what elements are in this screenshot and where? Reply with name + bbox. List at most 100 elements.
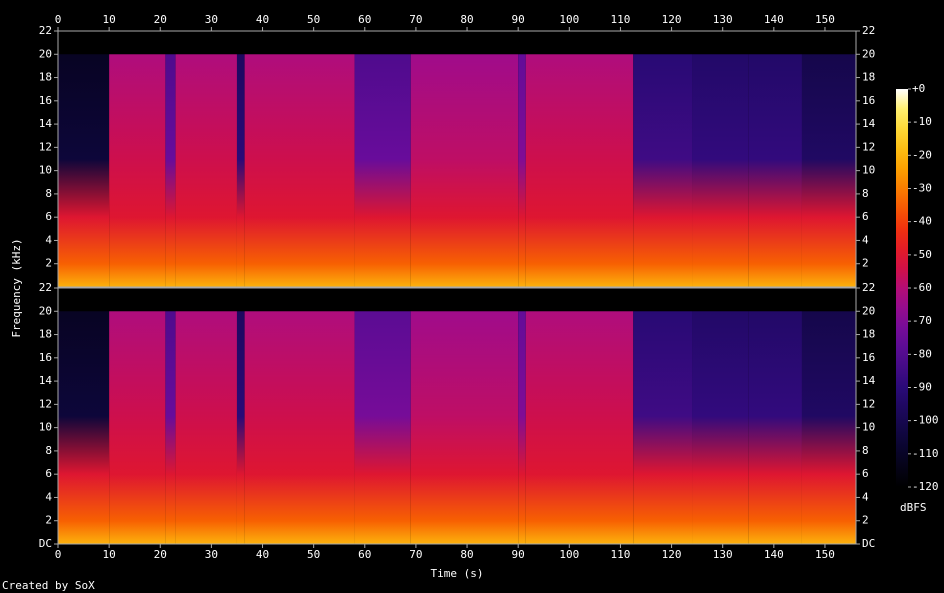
y-tick-label: 8 <box>45 444 52 457</box>
x-tick-label: 80 <box>460 13 473 26</box>
x-tick-label: 60 <box>358 13 371 26</box>
colorbar-tick-label: +0 <box>912 82 925 95</box>
y-tick-label: 10 <box>39 164 52 177</box>
x-tick-label: 0 <box>55 13 62 26</box>
x-tick-label: 120 <box>662 13 682 26</box>
colorbar-tick-label: -60 <box>912 281 932 294</box>
y-tick-label-right: 22 <box>862 281 875 294</box>
x-tick-label: 100 <box>559 13 579 26</box>
colorbar <box>896 89 908 487</box>
plot-frame <box>57 30 857 288</box>
colorbar-tick-label: -30 <box>912 182 932 195</box>
y-tick-label: 6 <box>45 467 52 480</box>
colorbar-tick-label: -120 <box>912 480 939 493</box>
y-tick-label-right: 6 <box>862 467 869 480</box>
y-tick-label: 14 <box>39 117 53 130</box>
y-tick-label-right: 4 <box>862 233 869 246</box>
x-tick-label: 30 <box>205 13 218 26</box>
x-axis-label: Time (s) <box>431 567 484 580</box>
x-tick-label: 70 <box>409 13 422 26</box>
x-tick-label: 0 <box>55 548 62 561</box>
y-tick-label: 14 <box>39 374 53 387</box>
x-tick-label: 40 <box>256 13 269 26</box>
y-tick-label: 10 <box>39 421 52 434</box>
y-tick-label-right: 12 <box>862 140 875 153</box>
spectrum-segment <box>354 311 411 544</box>
spectrum-segment <box>244 54 355 287</box>
colorbar-tick-label: -70 <box>912 314 932 327</box>
spectrum-segment <box>109 54 166 287</box>
y-tick-label-right: 8 <box>862 444 869 457</box>
x-tick-label: 20 <box>154 548 167 561</box>
spectrum-segment <box>165 54 176 287</box>
y-tick-label-right: 8 <box>862 187 869 200</box>
x-tick-label: 140 <box>764 548 784 561</box>
y-tick-label: 22 <box>39 281 52 294</box>
spectrum-segment <box>525 54 634 287</box>
spectrum-segment <box>236 54 245 287</box>
x-tick-label: 110 <box>611 13 631 26</box>
spectrum-segment <box>748 311 802 544</box>
spectrum-segment <box>58 311 110 544</box>
colorbar-tick-label: -100 <box>912 414 939 427</box>
x-tick-label: 80 <box>460 548 473 561</box>
colorbar-tick-label: -10 <box>912 115 932 128</box>
y-tick-label: 16 <box>39 351 52 364</box>
spectrum-segment <box>801 54 856 287</box>
y-tick-label: 12 <box>39 397 52 410</box>
colorbar-tick-label: -90 <box>912 381 932 394</box>
plot-frame <box>57 287 857 545</box>
spectrum-segment <box>801 311 856 544</box>
y-tick-label-right: 6 <box>862 210 869 223</box>
y-tick-label: 6 <box>45 210 52 223</box>
x-tick-label: 70 <box>409 548 422 561</box>
y-tick-label-right: 12 <box>862 397 875 410</box>
y-tick-label-right: 4 <box>862 490 869 503</box>
y-tick-label: 18 <box>39 328 52 341</box>
spectrum-segment <box>410 311 519 544</box>
y-tick-label-right: 2 <box>862 514 869 527</box>
spectrum-segment <box>633 54 693 287</box>
spectrum-segment <box>244 311 355 544</box>
x-tick-label: 50 <box>307 13 320 26</box>
x-tick-label: 10 <box>103 13 116 26</box>
y-tick-label-right: 2 <box>862 257 869 270</box>
spectrum-segment <box>354 54 411 287</box>
x-tick-label: 20 <box>154 13 167 26</box>
x-tick-label: 40 <box>256 548 269 561</box>
y-tick-label: 2 <box>45 514 52 527</box>
x-tick-label: 10 <box>103 548 116 561</box>
y-tick-label: 20 <box>39 47 52 60</box>
colorbar-label: dBFS <box>900 501 927 514</box>
y-tick-label-right: 18 <box>862 71 875 84</box>
x-tick-label: 140 <box>764 13 784 26</box>
x-tick-label: 130 <box>713 548 733 561</box>
y-tick-label-right: 14 <box>862 117 876 130</box>
x-tick-label: 30 <box>205 548 218 561</box>
x-tick-label: 150 <box>815 13 835 26</box>
spectrum-segment <box>236 311 245 544</box>
x-tick-label: 120 <box>662 548 682 561</box>
y-axis-label: Frequency (kHz) <box>10 238 23 337</box>
credit: Created by SoX <box>2 579 95 592</box>
y-tick-label-right: 22 <box>862 24 875 37</box>
x-tick-label: 100 <box>559 548 579 561</box>
colorbar-tick-label: -110 <box>912 447 939 460</box>
y-tick-label: 22 <box>39 24 52 37</box>
y-tick-label-right: 20 <box>862 304 875 317</box>
x-tick-label: 90 <box>512 548 525 561</box>
x-tick-label: 150 <box>815 548 835 561</box>
y-tick-label-right: 20 <box>862 47 875 60</box>
y-tick-label: 18 <box>39 71 52 84</box>
spectrum-segment <box>109 311 166 544</box>
spectrum-segment <box>175 54 237 287</box>
x-tick-label: 130 <box>713 13 733 26</box>
spectrum-segment <box>692 54 749 287</box>
y-tick-label: 2 <box>45 257 52 270</box>
colorbar-tick-label: -20 <box>912 148 932 161</box>
spectrum-segment <box>633 311 693 544</box>
y-tick-label: 8 <box>45 187 52 200</box>
spectrum-segment <box>58 54 110 287</box>
y-tick-label: 12 <box>39 140 52 153</box>
